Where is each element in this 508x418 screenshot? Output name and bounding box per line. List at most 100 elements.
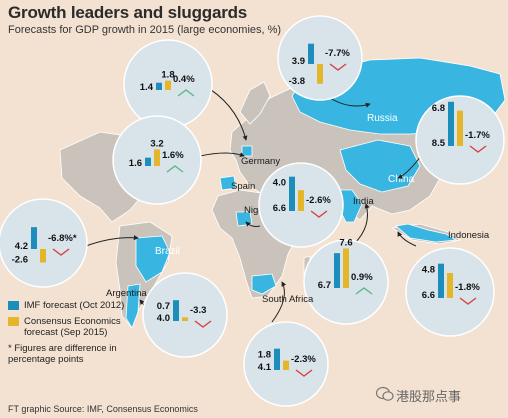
brazil-down-icon — [52, 248, 70, 256]
brazil-consensus-bar — [40, 249, 46, 263]
south-africa-shape — [251, 273, 277, 295]
indonesia-imf-value: 6.6 — [422, 290, 435, 301]
argentina-shape — [125, 283, 141, 329]
legend-imf: IMF forecast (Oct 2012) — [8, 300, 139, 311]
argentina-imf-bar — [173, 300, 179, 321]
germany-imf-value: 1.6 — [129, 158, 142, 169]
brazil-shape — [135, 235, 171, 283]
china-consensus-bar — [457, 110, 463, 146]
china-imf-bar — [448, 101, 454, 146]
country-0-up-icon — [177, 89, 195, 97]
china-consensus-value: 6.8 — [432, 103, 445, 114]
brazil-bubble: 4.2 -2.6 -6.8%* — [0, 198, 88, 288]
india-imf-bar — [334, 253, 340, 288]
indonesia-consensus-bar — [447, 273, 453, 298]
russia-arrow — [329, 97, 371, 108]
consensus-swatch — [8, 317, 19, 326]
nigeria-imf-bar — [289, 176, 295, 211]
legend-note: * Figures are difference in percentage p… — [8, 343, 117, 365]
nigeria-consensus-bar — [298, 190, 304, 211]
south-africa-consensus-value: 1.8 — [258, 350, 271, 361]
country-0-imf-bar — [156, 82, 162, 90]
south-africa-arrow — [271, 281, 287, 323]
nigeria-arrow — [245, 221, 261, 227]
india-bubble: 6.7 7.6 0.9% — [303, 237, 389, 325]
brazil-imf-bar — [31, 227, 37, 249]
china-imf-value: 8.5 — [432, 138, 446, 149]
russia-consensus-value: -3.8 — [289, 76, 305, 87]
india-consensus-value: 7.6 — [339, 237, 352, 248]
landmass-1 — [239, 81, 271, 125]
russia-bubble: 3.9 -3.8 -7.7% — [277, 15, 363, 101]
indonesia-change-value: -1.8% — [455, 282, 480, 293]
south-africa-label: South Africa — [262, 294, 314, 305]
argentina-consensus-value: 0.7 — [157, 301, 170, 312]
nigeria-imf-value: 6.6 — [273, 203, 286, 214]
india-arrow — [353, 203, 370, 245]
argentina-down-icon — [194, 320, 212, 328]
indonesia-bubble: 6.6 4.8 -1.8% — [405, 247, 495, 337]
country-0-bubble: 1.4 1.80.4% — [123, 39, 213, 129]
brazil-bubble-circle — [0, 198, 88, 288]
country-0-consensus-bar — [165, 80, 171, 90]
china-down-icon — [469, 145, 487, 153]
germany-arrow — [199, 152, 245, 157]
china-label: China — [388, 174, 415, 185]
argentina-bubble-circle — [142, 272, 228, 358]
nigeria-down-icon — [310, 210, 328, 218]
russia-label: Russia — [367, 113, 398, 124]
russia-down-icon — [329, 63, 347, 71]
brazil-label: Brazil — [155, 246, 180, 257]
south-africa-imf-bar — [274, 348, 280, 370]
germany-label: Germany — [241, 156, 280, 167]
india-label: India — [353, 196, 374, 207]
argentina-imf-value: 4.0 — [157, 313, 170, 324]
china-bubble: 8.5 6.8 -1.7% — [415, 95, 505, 185]
indonesia-consensus-value: 4.8 — [422, 265, 435, 276]
brazil-imf-value: 4.2 — [15, 241, 28, 252]
south-africa-change-value: -2.3% — [291, 354, 316, 365]
russia-change-value: -7.7% — [325, 48, 350, 59]
india-up-icon — [355, 287, 373, 295]
argentina-bubble: 4.00.7 -3.3 — [142, 272, 228, 358]
india-imf-value: 6.7 — [318, 280, 331, 291]
legend-consensus-label: Consensus Economics forecast (Sep 2015) — [24, 316, 121, 338]
nigeria-change-value: -2.6% — [306, 195, 331, 206]
argentina-change-value: -3.3 — [190, 305, 206, 316]
germany-bubble: 1.6 3.21.6% — [112, 115, 202, 205]
indonesia-label: Indonesia — [448, 230, 490, 241]
nigeria-consensus-value: 4.0 — [273, 178, 286, 189]
country-0-consensus-value: 1.8 — [161, 70, 174, 81]
germany-imf-bar — [145, 157, 151, 166]
imf-swatch — [8, 301, 19, 310]
india-change-value: 0.9% — [351, 272, 373, 283]
country-0-change-value: 0.4% — [173, 74, 195, 85]
indonesia-imf-bar — [438, 263, 444, 298]
country-0-imf-value: 1.4 — [140, 82, 154, 93]
china-change-value: -1.7% — [465, 130, 490, 141]
argentina-consensus-bar — [182, 317, 188, 321]
russia-imf-bar — [308, 43, 314, 64]
south-africa-consensus-bar — [283, 360, 289, 370]
wechat-icon — [376, 386, 394, 401]
watermark: 港股那点事 — [396, 389, 462, 404]
south-africa-down-icon — [295, 369, 313, 377]
chart-title: Growth leaders and sluggards — [8, 3, 248, 22]
south-africa-bubble: 4.11.8 -2.3% — [243, 321, 329, 407]
legend: IMF forecast (Oct 2012) Consensus Econom… — [8, 300, 139, 365]
russia-imf-value: 3.9 — [292, 56, 305, 67]
germany-change-value: 1.6% — [162, 150, 184, 161]
argentina-label: Argentina — [106, 288, 147, 299]
spain-shape — [219, 175, 237, 191]
china-shape — [339, 139, 421, 193]
indonesia-arrow — [397, 231, 417, 247]
germany-consensus-bar — [154, 149, 160, 166]
legend-consensus: Consensus Economics forecast (Sep 2015) — [8, 316, 139, 338]
source-note: FT graphic Source: IMF, Consensus Econom… — [8, 404, 198, 414]
south-africa-imf-value: 4.1 — [258, 362, 272, 373]
brazil-consensus-value: -2.6 — [12, 255, 28, 266]
russia-bubble-circle — [277, 15, 363, 101]
india-consensus-bar — [343, 248, 349, 288]
